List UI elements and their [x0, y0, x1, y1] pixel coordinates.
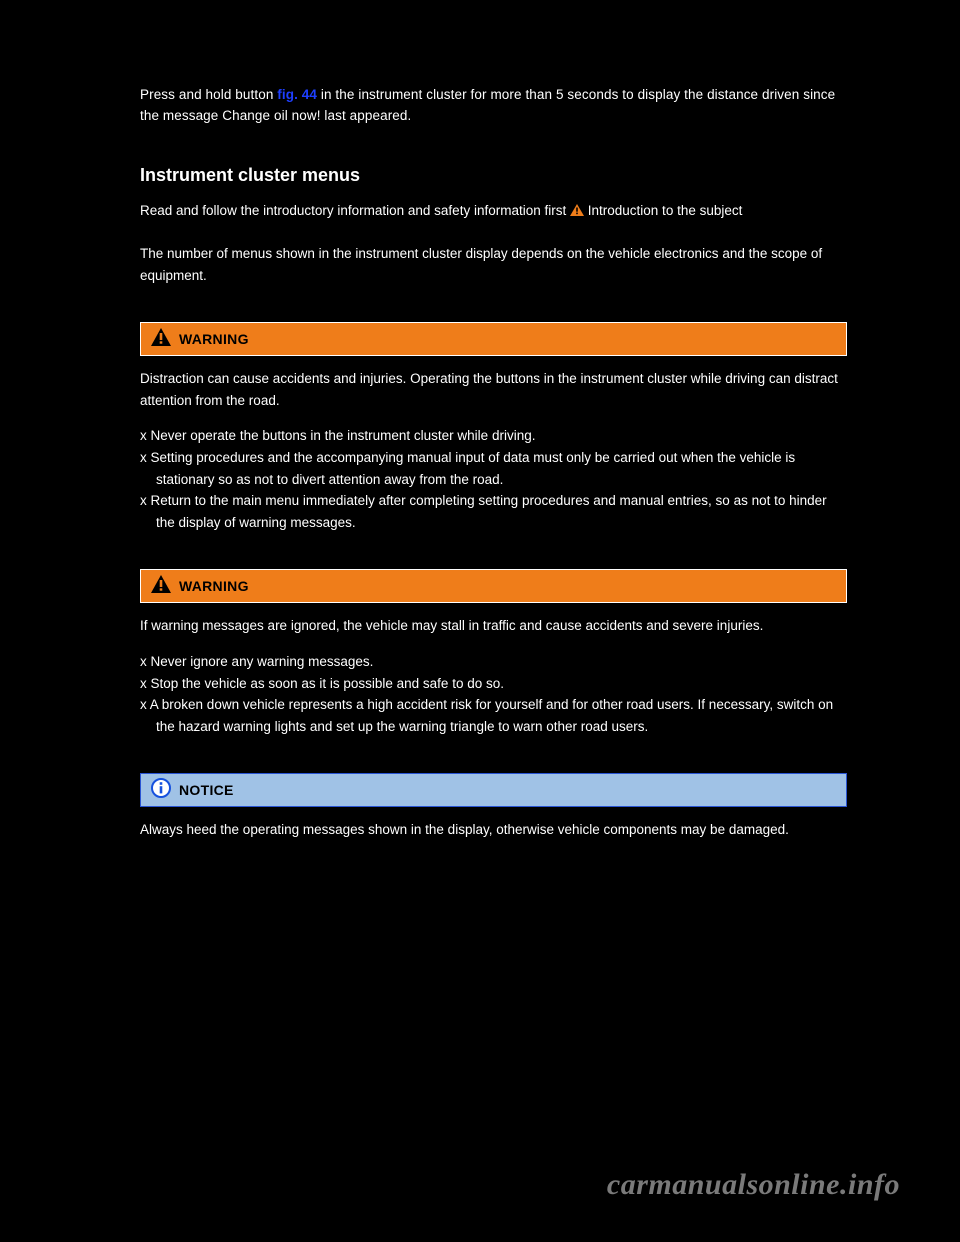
warning-inline-icon [570, 203, 588, 218]
notice-header: NOTICE [140, 773, 847, 807]
warning-label-2: WARNING [179, 578, 249, 594]
section-body: Read and follow the introductory informa… [140, 200, 847, 286]
warning1-bullets: Never operate the buttons in the instrum… [140, 425, 847, 533]
figure-link[interactable]: fig. 44 [277, 87, 317, 102]
notice-label: NOTICE [179, 782, 234, 798]
warning2-bullet: A broken down vehicle represents a high … [140, 694, 847, 737]
warning-triangle-icon [151, 575, 171, 598]
warning-callout-2: WARNING If warning messages are ignored,… [140, 569, 847, 737]
warning2-bullet: Never ignore any warning messages. [140, 651, 847, 673]
warning1-bullet: Never operate the buttons in the instrum… [140, 425, 847, 447]
warning1-lead: Distraction can cause accidents and inju… [140, 368, 847, 411]
warning2-bullet: Stop the vehicle as soon as it is possib… [140, 673, 847, 695]
notice-body: Always heed the operating messages shown… [140, 819, 847, 841]
body-after-icon: Introduction to the subject [588, 203, 743, 218]
body-tail: The number of menus shown in the instrum… [140, 246, 822, 283]
warning2-lead: If warning messages are ignored, the veh… [140, 615, 847, 637]
notice-circle-icon [151, 778, 171, 803]
warning2-bullets: Never ignore any warning messages. Stop … [140, 651, 847, 737]
warning1-bullet: Setting procedures and the accompanying … [140, 447, 847, 490]
body-before-icon: Read and follow the introductory informa… [140, 203, 566, 218]
warning1-bullet: Return to the main menu immediately afte… [140, 490, 847, 533]
warning-callout-1: WARNING Distraction can cause accidents … [140, 322, 847, 533]
content-area: Press and hold button fig. 44 in the ins… [0, 0, 960, 841]
warning-header-2: WARNING [140, 569, 847, 603]
warning-header-1: WARNING [140, 322, 847, 356]
warning-label-1: WARNING [179, 331, 249, 347]
warning-triangle-icon [151, 328, 171, 351]
intro-prefix: Press and hold button [140, 87, 277, 102]
watermark-text: carmanualsonline.info [607, 1168, 900, 1202]
section-title: Instrument cluster menus [140, 165, 847, 186]
notice-callout: NOTICE Always heed the operating message… [140, 773, 847, 841]
intro-paragraph: Press and hold button fig. 44 in the ins… [140, 85, 847, 127]
document-page: Press and hold button fig. 44 in the ins… [0, 0, 960, 1242]
